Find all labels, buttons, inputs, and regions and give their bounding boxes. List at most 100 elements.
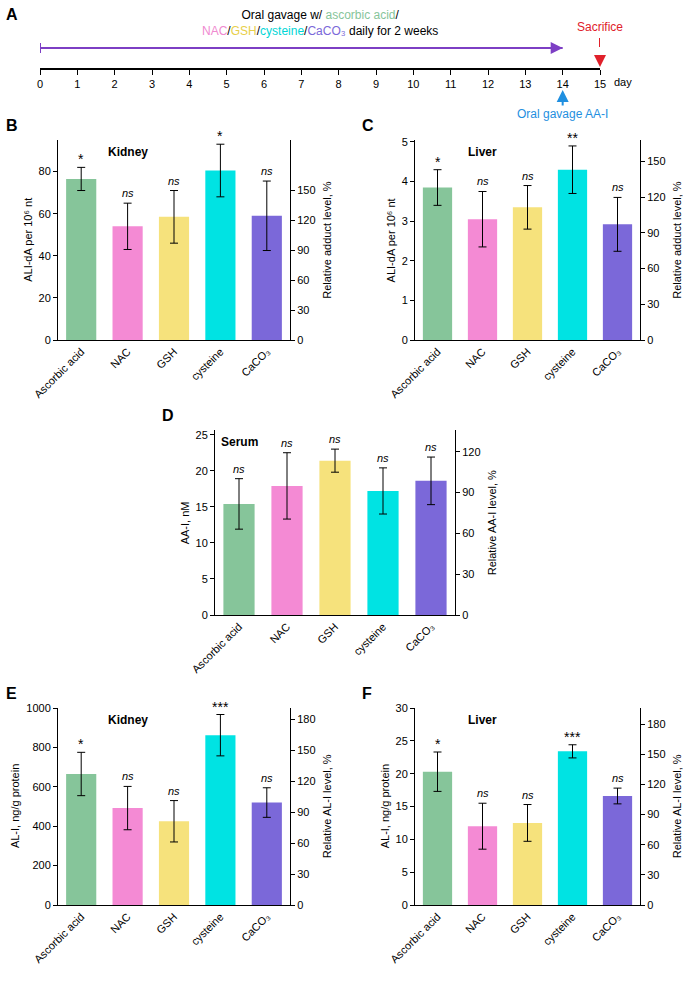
svg-text:Ascorbic acid: Ascorbic acid xyxy=(32,911,87,966)
svg-text:Liver: Liver xyxy=(468,713,497,727)
svg-text:60: 60 xyxy=(39,208,51,220)
svg-text:0: 0 xyxy=(297,899,303,911)
svg-text:0: 0 xyxy=(647,334,653,346)
svg-text:5: 5 xyxy=(402,136,408,148)
svg-text:0: 0 xyxy=(45,899,51,911)
svg-text:Ascorbic acid: Ascorbic acid xyxy=(190,621,245,676)
svg-text:7: 7 xyxy=(298,78,304,90)
svg-text:1: 1 xyxy=(402,294,408,306)
svg-text:150: 150 xyxy=(647,748,665,760)
svg-text:Relative AL-I level, %: Relative AL-I level, % xyxy=(671,754,683,858)
svg-text:Ascorbic acid: Ascorbic acid xyxy=(388,346,443,401)
svg-text:180: 180 xyxy=(297,713,315,725)
svg-text:30: 30 xyxy=(297,868,309,880)
svg-text:11: 11 xyxy=(445,78,456,90)
svg-text:ns: ns xyxy=(122,770,134,782)
svg-text:Oral gavage AA-I: Oral gavage AA-I xyxy=(517,107,608,121)
svg-text:2: 2 xyxy=(402,255,408,267)
svg-text:25: 25 xyxy=(396,735,408,747)
svg-text:ns: ns xyxy=(261,772,273,784)
svg-text:Ascorbic acid: Ascorbic acid xyxy=(32,346,87,401)
svg-text:90: 90 xyxy=(462,486,474,498)
svg-text:1000: 1000 xyxy=(26,702,50,714)
svg-text:*: * xyxy=(78,151,84,167)
svg-text:800: 800 xyxy=(32,741,50,753)
svg-text:120: 120 xyxy=(297,775,315,787)
svg-text:120: 120 xyxy=(647,191,665,203)
svg-text:30: 30 xyxy=(297,304,309,316)
svg-text:Sacrifice: Sacrifice xyxy=(577,20,623,34)
svg-text:80: 80 xyxy=(39,165,51,177)
svg-text:10: 10 xyxy=(407,78,419,90)
svg-text:ns: ns xyxy=(329,433,341,445)
svg-text:30: 30 xyxy=(396,702,408,714)
svg-text:AA-I, nM: AA-I, nM xyxy=(179,502,191,545)
svg-text:3: 3 xyxy=(402,215,408,227)
svg-text:ns: ns xyxy=(168,785,180,797)
svg-text:GSH: GSH xyxy=(507,910,532,935)
svg-text:60: 60 xyxy=(297,837,309,849)
svg-text:ns: ns xyxy=(377,452,389,464)
svg-text:10: 10 xyxy=(196,537,208,549)
svg-text:Serum: Serum xyxy=(221,435,258,449)
svg-text:cysteine: cysteine xyxy=(351,621,388,658)
svg-text:60: 60 xyxy=(647,839,659,851)
svg-text:0: 0 xyxy=(37,78,43,90)
svg-text:*: * xyxy=(435,154,441,170)
svg-text:90: 90 xyxy=(647,808,659,820)
svg-text:GSH: GSH xyxy=(154,910,179,935)
svg-text:NAC: NAC xyxy=(108,345,133,370)
svg-text:NAC: NAC xyxy=(463,345,488,370)
svg-text:13: 13 xyxy=(519,78,531,90)
svg-text:cysteine: cysteine xyxy=(541,911,578,948)
svg-text:4: 4 xyxy=(186,78,192,90)
svg-text:Ascorbic acid: Ascorbic acid xyxy=(388,911,443,966)
svg-text:AL-I, ng/g protein: AL-I, ng/g protein xyxy=(9,764,21,848)
svg-text:Relative adduct level, %: Relative adduct level, % xyxy=(321,181,333,299)
svg-text:GSH: GSH xyxy=(315,620,340,645)
svg-text:1: 1 xyxy=(74,78,80,90)
svg-text:ns: ns xyxy=(477,787,489,799)
svg-text:25: 25 xyxy=(196,429,208,441)
svg-text:***: *** xyxy=(212,699,229,715)
svg-text:CaCO₃: CaCO₃ xyxy=(590,346,623,379)
svg-text:15: 15 xyxy=(594,78,606,90)
svg-text:120: 120 xyxy=(647,778,665,790)
svg-text:14: 14 xyxy=(557,78,569,90)
svg-text:5: 5 xyxy=(402,866,408,878)
svg-text:ns: ns xyxy=(168,175,180,187)
svg-text:E: E xyxy=(6,685,17,702)
svg-text:20: 20 xyxy=(396,768,408,780)
svg-text:8: 8 xyxy=(336,78,342,90)
svg-text:20: 20 xyxy=(39,292,51,304)
svg-text:150: 150 xyxy=(297,184,315,196)
svg-text:Kidney: Kidney xyxy=(108,145,148,159)
svg-text:90: 90 xyxy=(297,806,309,818)
svg-text:cysteine: cysteine xyxy=(541,346,578,383)
svg-text:ns: ns xyxy=(612,772,624,784)
svg-text:120: 120 xyxy=(297,214,315,226)
svg-text:10: 10 xyxy=(396,833,408,845)
svg-text:30: 30 xyxy=(647,298,659,310)
svg-text:0: 0 xyxy=(402,334,408,346)
svg-text:120: 120 xyxy=(462,446,480,458)
svg-text:600: 600 xyxy=(32,781,50,793)
svg-text:***: *** xyxy=(564,729,581,745)
svg-text:cysteine: cysteine xyxy=(189,346,226,383)
svg-text:Kidney: Kidney xyxy=(108,713,148,727)
svg-text:15: 15 xyxy=(196,501,208,513)
svg-text:AL-I, ng/g protein: AL-I, ng/g protein xyxy=(379,764,391,848)
svg-text:CaCO₃: CaCO₃ xyxy=(239,911,272,944)
svg-text:90: 90 xyxy=(647,227,659,239)
svg-text:0: 0 xyxy=(402,899,408,911)
svg-text:ns: ns xyxy=(233,463,245,475)
svg-text:150: 150 xyxy=(647,155,665,167)
svg-text:40: 40 xyxy=(39,250,51,262)
svg-text:ns: ns xyxy=(261,165,273,177)
svg-text:0: 0 xyxy=(647,899,653,911)
svg-text:F: F xyxy=(362,685,372,702)
svg-text:200: 200 xyxy=(32,859,50,871)
svg-text:NAC: NAC xyxy=(267,620,292,645)
svg-text:GSH: GSH xyxy=(154,345,179,370)
svg-text:CaCO₃: CaCO₃ xyxy=(239,346,272,379)
